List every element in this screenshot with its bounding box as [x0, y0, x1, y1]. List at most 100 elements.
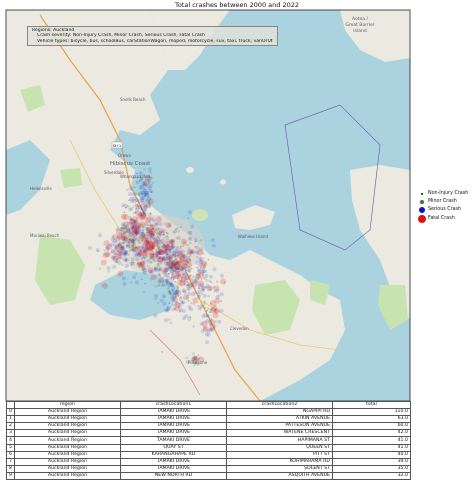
crash-point: [103, 249, 106, 252]
crash-point: [215, 288, 220, 293]
crash-point: [163, 256, 168, 261]
crash-point: [124, 264, 129, 269]
crash-point: [137, 193, 141, 196]
crash-point: [188, 275, 192, 278]
crash-point: [191, 281, 195, 285]
crash-point: [208, 327, 213, 332]
crash-point: [142, 290, 146, 294]
crash-point: [165, 284, 169, 287]
crash-point: [144, 202, 151, 209]
crash-point: [206, 285, 213, 292]
crash-point: [129, 237, 134, 242]
crash-point: [184, 314, 189, 319]
crash-point: [184, 259, 189, 264]
crash-point: [172, 278, 175, 281]
crash-point: [210, 281, 212, 284]
crash-point: [118, 246, 125, 253]
crash-point: [149, 239, 152, 241]
crash-point: [123, 251, 128, 256]
crash-point: [140, 254, 145, 259]
crash-point: [165, 261, 172, 268]
crash-map[interactable]: Aotea / Great Barrier Island Hibiscus Co…: [0, 0, 474, 466]
crash-point: [133, 242, 136, 246]
crash-point: [102, 252, 109, 259]
crash-point: [157, 269, 161, 273]
crash-point: [121, 236, 126, 241]
crash-point: [156, 244, 159, 247]
marine-boundary: [284, 104, 381, 251]
crash-point: [148, 232, 153, 237]
crash-point: [173, 263, 177, 267]
legend-label: Serious Crash: [428, 207, 462, 213]
crash-point: [178, 308, 183, 313]
crash-point: [130, 257, 135, 262]
crash-point: [127, 227, 130, 231]
crash-point: [168, 239, 173, 244]
crash-point: [155, 216, 162, 223]
crash-point: [210, 303, 212, 305]
crash-point: [162, 244, 167, 249]
crash-point: [202, 304, 206, 308]
crash-point: [117, 245, 119, 248]
crash-point: [115, 258, 118, 261]
crash-point: [160, 241, 164, 245]
crash-point: [161, 251, 165, 255]
park: [252, 280, 300, 335]
crash-point: [175, 245, 180, 250]
crash-point: [137, 205, 139, 207]
table-cell: TAMAKI DRIVE: [120, 464, 227, 473]
crash-point: [149, 232, 151, 234]
crash-point: [128, 239, 131, 242]
crash-point: [177, 267, 180, 270]
table-cell: TAMAKI DRIVE: [120, 436, 227, 445]
crash-point: [134, 211, 137, 213]
crash-point: [152, 237, 156, 241]
crash-point: [209, 322, 214, 327]
legend-item-non-injury: Non-Injury Crash: [416, 190, 468, 198]
crash-point: [113, 249, 120, 256]
crash-point: [141, 245, 146, 250]
crash-point: [130, 239, 135, 244]
crash-point: [129, 280, 133, 284]
crash-point: [196, 281, 199, 284]
crash-point: [181, 309, 186, 313]
crash-point: [136, 245, 141, 250]
crash-point: [190, 274, 192, 277]
crash-point: [156, 255, 158, 257]
crash-point: [206, 309, 209, 312]
crash-point: [187, 316, 192, 321]
crash-point: [174, 292, 179, 297]
crash-point: [180, 296, 182, 298]
crash-point: [193, 279, 198, 284]
crash-point: [137, 238, 141, 242]
crash-point: [165, 282, 169, 285]
crash-point: [134, 246, 138, 249]
crash-point: [153, 258, 157, 263]
crash-point: [214, 304, 217, 308]
crash-point: [149, 216, 154, 221]
crash-point: [155, 247, 162, 254]
crash-point: [149, 256, 154, 261]
crash-point: [150, 176, 153, 180]
crash-point: [182, 254, 187, 259]
crash-point: [127, 242, 130, 244]
crash-point: [168, 248, 172, 252]
crash-point: [144, 178, 147, 181]
crash-point: [141, 266, 146, 271]
crash-point: [171, 260, 175, 264]
crash-point: [162, 249, 167, 254]
crash-point: [120, 244, 125, 249]
crash-point: [192, 364, 196, 367]
table-row: 8 Auckland Region TAMAKI DRIVE SOLENT ST 35.…: [6, 464, 411, 473]
crash-point: [167, 282, 172, 287]
label-whangaparaoa: Whangaparāoa: [120, 174, 151, 179]
crash-point: [135, 257, 140, 262]
crash-point: [164, 268, 169, 273]
crash-point: [170, 238, 175, 243]
crash-point: [180, 249, 185, 254]
crash-point: [113, 246, 118, 251]
crash-point: [121, 224, 125, 227]
crash-point: [175, 289, 182, 296]
label-waiheke: Waiheke Island: [238, 234, 269, 239]
crash-point: [135, 203, 142, 210]
